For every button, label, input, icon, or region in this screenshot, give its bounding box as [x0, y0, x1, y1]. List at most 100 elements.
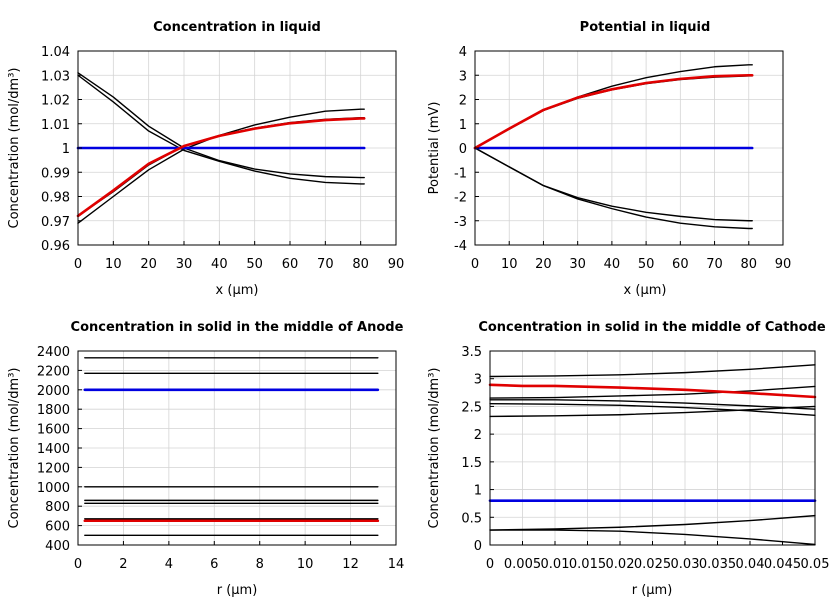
- x-axis-label: r (µm): [632, 583, 673, 598]
- series-line-black-3: [77, 108, 365, 224]
- y-axis-label: Concentration (mol/dm³): [7, 368, 22, 529]
- chart-title: Concentration in solid in the middle of …: [71, 320, 404, 335]
- x-axis-label: x (µm): [216, 283, 259, 298]
- y-tick-label: 800: [45, 500, 70, 515]
- x-tick-label: 0.025: [634, 557, 671, 572]
- x-tick-label: 70: [317, 257, 334, 272]
- y-tick-label: 3: [474, 373, 482, 388]
- x-tick-label: 0.02: [606, 557, 635, 572]
- y-tick-label: 1: [459, 118, 467, 133]
- series-line-red: [473, 73, 754, 150]
- y-tick-label: 1.02: [41, 94, 70, 109]
- y-tick-label: 2400: [37, 345, 70, 360]
- x-tick-label: 80: [741, 257, 758, 272]
- series-line-red: [76, 117, 366, 218]
- y-tick-label: -1: [454, 166, 467, 181]
- y-tick-label: 2.5: [461, 400, 482, 415]
- x-tick-label: 0: [74, 257, 82, 272]
- y-axis-label: Concentration (mol/dm³): [427, 368, 442, 529]
- y-tick-label: 0.98: [41, 191, 70, 206]
- x-tick-label: 0.045: [764, 557, 801, 572]
- series-line-black-1: [489, 364, 816, 378]
- x-tick-label: 60: [672, 257, 689, 272]
- x-tick-label: 4: [165, 557, 173, 572]
- series-line-black-1: [77, 72, 365, 179]
- x-tick-label: 14: [388, 557, 405, 572]
- y-tick-label: 2200: [37, 364, 70, 379]
- x-tick-label: 70: [706, 257, 723, 272]
- y-tick-label: 2: [474, 428, 482, 443]
- y-tick-label: -3: [454, 215, 467, 230]
- x-tick-label: 10: [297, 557, 314, 572]
- x-tick-label: 0.01: [541, 557, 570, 572]
- y-tick-label: 1.04: [41, 45, 70, 60]
- y-tick-label: 2000: [37, 384, 70, 399]
- x-tick-label: 40: [604, 257, 621, 272]
- x-tick-label: 0: [486, 557, 494, 572]
- y-tick-label: 0: [459, 142, 467, 157]
- x-tick-label: 20: [535, 257, 552, 272]
- x-tick-label: 10: [501, 257, 518, 272]
- x-tick-label: 0.04: [736, 557, 765, 572]
- x-tick-label: 40: [211, 257, 228, 272]
- x-tick-label: 90: [388, 257, 405, 272]
- series-line-black-4: [77, 116, 365, 217]
- y-tick-label: 0: [474, 539, 482, 554]
- chart-title: Concentration in solid in the middle of …: [478, 320, 826, 335]
- y-tick-label: 1: [474, 484, 482, 499]
- x-tick-label: 12: [342, 557, 359, 572]
- y-axis-label: Concentration (mol/dm³): [7, 68, 22, 229]
- y-tick-label: 3: [459, 69, 467, 84]
- y-tick-label: 3.5: [461, 345, 482, 360]
- y-tick-label: 0.97: [41, 215, 70, 230]
- series-line-black-5: [489, 405, 816, 418]
- x-axis-label: r (µm): [217, 583, 258, 598]
- y-tick-label: -2: [454, 191, 467, 206]
- x-tick-label: 50: [638, 257, 655, 272]
- x-tick-label: 30: [176, 257, 193, 272]
- x-tick-label: 50: [246, 257, 263, 272]
- x-tick-label: 0.035: [699, 557, 736, 572]
- x-tick-label: 0.005: [504, 557, 541, 572]
- series-line-black-2: [489, 385, 816, 399]
- x-tick-label: 0.015: [569, 557, 606, 572]
- x-tick-label: 2: [119, 557, 127, 572]
- x-tick-label: 60: [282, 257, 299, 272]
- x-tick-label: 20: [140, 257, 157, 272]
- x-tick-label: 6: [210, 557, 218, 572]
- chart-solid-concentration-anode: Concentration in solid in the middle of …: [7, 320, 404, 598]
- y-axis-label: Potential (mV): [427, 102, 442, 195]
- series-line-red: [488, 383, 817, 399]
- y-tick-label: 1200: [37, 461, 70, 476]
- series-line-black-2: [77, 74, 365, 185]
- x-tick-label: 80: [352, 257, 369, 272]
- chart-solid-concentration-cathode: Concentration in solid in the middle of …: [427, 320, 829, 598]
- x-tick-label: 0: [74, 557, 82, 572]
- y-tick-label: 1800: [37, 403, 70, 418]
- x-tick-label: 0.03: [671, 557, 700, 572]
- chart-title: Potential in liquid: [580, 20, 711, 35]
- chart-concentration-in-liquid: Concentration in liquid x (µm) Concentra…: [7, 20, 404, 298]
- series-line-black-4: [474, 147, 753, 230]
- y-tick-label: 600: [45, 520, 70, 535]
- y-tick-label: 1600: [37, 423, 70, 438]
- y-tick-label: 2: [459, 94, 467, 109]
- x-tick-label: 0.05: [801, 557, 830, 572]
- y-tick-label: 0.5: [461, 511, 482, 526]
- y-tick-label: 1000: [37, 481, 70, 496]
- y-tick-label: 0.96: [41, 239, 70, 254]
- x-tick-label: 30: [569, 257, 586, 272]
- y-tick-label: 1.01: [41, 118, 70, 133]
- chart-potential-in-liquid: Potential in liquid x (µm) Potential (mV…: [427, 20, 791, 298]
- series-line-black-3: [474, 147, 753, 222]
- x-tick-label: 8: [256, 557, 264, 572]
- series-line-black-2: [474, 75, 753, 149]
- chart-title: Concentration in liquid: [153, 20, 321, 35]
- series-line-black-7: [489, 529, 816, 546]
- y-tick-label: 400: [45, 539, 70, 554]
- x-tick-label: 10: [105, 257, 122, 272]
- x-tick-label: 0: [471, 257, 479, 272]
- series-line-black-3: [489, 399, 816, 410]
- series-line-black-4: [489, 402, 816, 416]
- y-tick-label: 0.99: [41, 166, 70, 181]
